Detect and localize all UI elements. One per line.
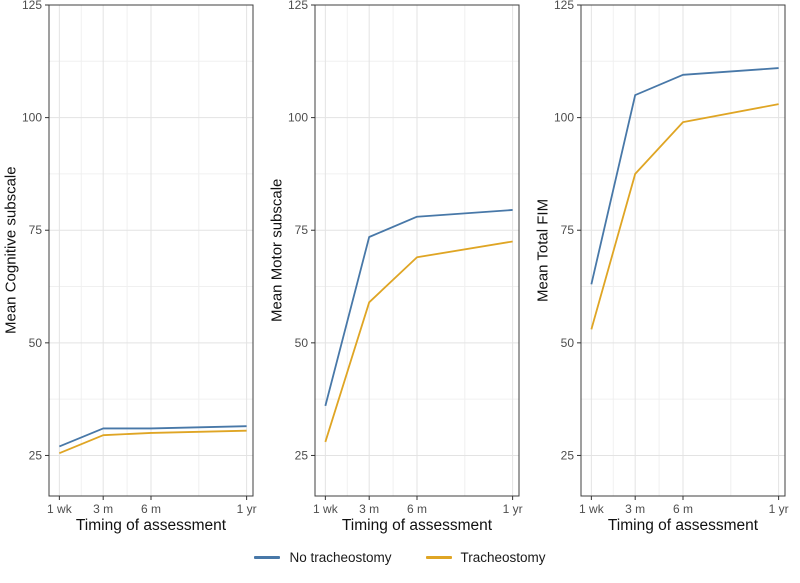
x-tick-label: 3 m xyxy=(93,502,113,516)
x-tick-label: 1 yr xyxy=(503,502,523,516)
y-tick-label: 25 xyxy=(29,448,43,462)
y-tick-label: 125 xyxy=(22,0,42,12)
y-axis-label-motor: Mean Motor subscale xyxy=(268,178,286,323)
y-tick-label: 125 xyxy=(554,0,574,12)
y-axis-label-cognitive: Mean Cognitive subscale xyxy=(2,166,20,335)
x-tick-label: 1 yr xyxy=(769,502,789,516)
x-axis-label-cognitive: Timing of assessment xyxy=(75,517,227,534)
panel-row: 1 wk 3 m 6 m 1 yr 25 50 75 100 125 Mean Cognitiv… xyxy=(1,0,799,540)
legend-item-no-tracheostomy: No tracheostomy xyxy=(254,550,392,565)
y-tick-label: 75 xyxy=(29,223,43,237)
panel-cognitive-subscale: 1 wk 3 m 6 m 1 yr 25 50 75 100 125 Mean Cognitiv… xyxy=(1,0,267,540)
series-line-tracheostomy xyxy=(324,240,513,443)
series-line-tracheostomy xyxy=(59,429,247,455)
x-tick-label: 1 wk xyxy=(47,502,73,516)
y-tick-label: 100 xyxy=(554,111,574,125)
legend: No tracheostomy Tracheostomy xyxy=(0,550,800,565)
y-tick-label: 25 xyxy=(295,448,309,462)
x-tick-label: 6 m xyxy=(407,502,427,516)
motor-subscale-plot: 1 wk 3 m 6 m 1 yr 25 50 75 100 125 xyxy=(288,0,523,516)
series-line-no-tracheostomy xyxy=(59,425,247,448)
panel-total-fim: 1 wk 3 m 6 m 1 yr 25 50 75 100 125 Mean Total FI… xyxy=(533,0,799,540)
legend-label-no-tracheostomy: No tracheostomy xyxy=(289,550,392,565)
legend-item-tracheostomy: Tracheostomy xyxy=(425,550,546,565)
y-tick-label: 125 xyxy=(288,0,308,12)
x-tick-label: 6 m xyxy=(673,502,693,516)
x-tick-label: 1 yr xyxy=(237,502,257,516)
y-tick-label: 50 xyxy=(29,336,43,350)
x-axis-label-motor: Timing of assessment xyxy=(341,517,493,534)
y-tick-label: 50 xyxy=(295,336,309,350)
series-line-tracheostomy xyxy=(590,103,779,330)
series-line-no-tracheostomy xyxy=(324,209,513,407)
x-tick-label: 6 m xyxy=(141,502,161,516)
y-tick-label: 25 xyxy=(561,448,575,462)
x-tick-label: 1 wk xyxy=(313,502,339,516)
y-axis-label-total-fim: Mean Total FIM xyxy=(534,198,552,303)
x-tick-label: 1 wk xyxy=(579,502,605,516)
legend-label-tracheostomy: Tracheostomy xyxy=(460,550,546,565)
legend-key-line-gold xyxy=(425,556,452,559)
y-tick-label: 75 xyxy=(295,223,309,237)
cognitive-subscale-plot: 1 wk 3 m 6 m 1 yr 25 50 75 100 125 xyxy=(22,0,257,516)
y-tick-label: 75 xyxy=(561,223,575,237)
total-fim-plot: 1 wk 3 m 6 m 1 yr 25 50 75 100 125 xyxy=(554,0,789,516)
y-tick-label: 100 xyxy=(22,111,42,125)
x-tick-label: 3 m xyxy=(625,502,645,516)
panel-motor-subscale: 1 wk 3 m 6 m 1 yr 25 50 75 100 125 Mean Motor su… xyxy=(267,0,533,540)
series-line-no-tracheostomy xyxy=(590,67,779,285)
y-tick-label: 100 xyxy=(288,111,308,125)
x-tick-label: 3 m xyxy=(359,502,379,516)
y-tick-label: 50 xyxy=(561,336,575,350)
x-axis-label-total-fim: Timing of assessment xyxy=(607,517,759,534)
legend-key-line-blue xyxy=(254,556,281,559)
